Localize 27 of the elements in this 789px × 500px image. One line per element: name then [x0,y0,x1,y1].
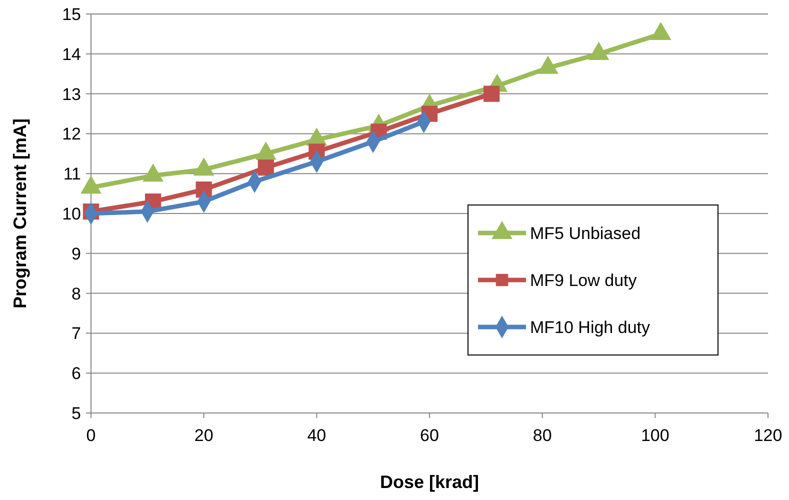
y-tick-label: 7 [72,324,81,344]
y-tick-label: 11 [63,164,81,184]
y-axis-title: Program Current [mA] [10,118,30,309]
x-axis-title: Dose [krad] [380,472,480,492]
y-tick-label: 15 [62,4,81,24]
y-tick-label: 6 [72,364,81,384]
point [538,56,558,74]
legend-label: MF10 High duty [530,318,650,337]
legend-label: MF9 Low duty [530,270,638,290]
y-tick-label: 10 [62,204,81,224]
y-tick-label: 13 [62,84,81,104]
y-tick-label: 14 [62,44,81,64]
y-tick-label: 12 [62,124,81,144]
x-tick-label: 0 [86,426,96,445]
point [650,22,672,40]
x-tick-label: 80 [532,426,552,445]
point [588,42,610,60]
y-tick-label: 8 [72,284,81,304]
y-tick-label: 5 [72,404,81,423]
y-tick-label: 9 [72,244,81,264]
x-tick-label: 100 [640,426,670,445]
x-tick-label: 120 [754,426,782,445]
x-tick-label: 20 [194,426,214,445]
x-tick-label: 60 [420,426,439,445]
x-tick-label: 40 [307,426,326,445]
point [258,160,274,176]
legend-label: MF5 Unbiased [530,224,641,243]
